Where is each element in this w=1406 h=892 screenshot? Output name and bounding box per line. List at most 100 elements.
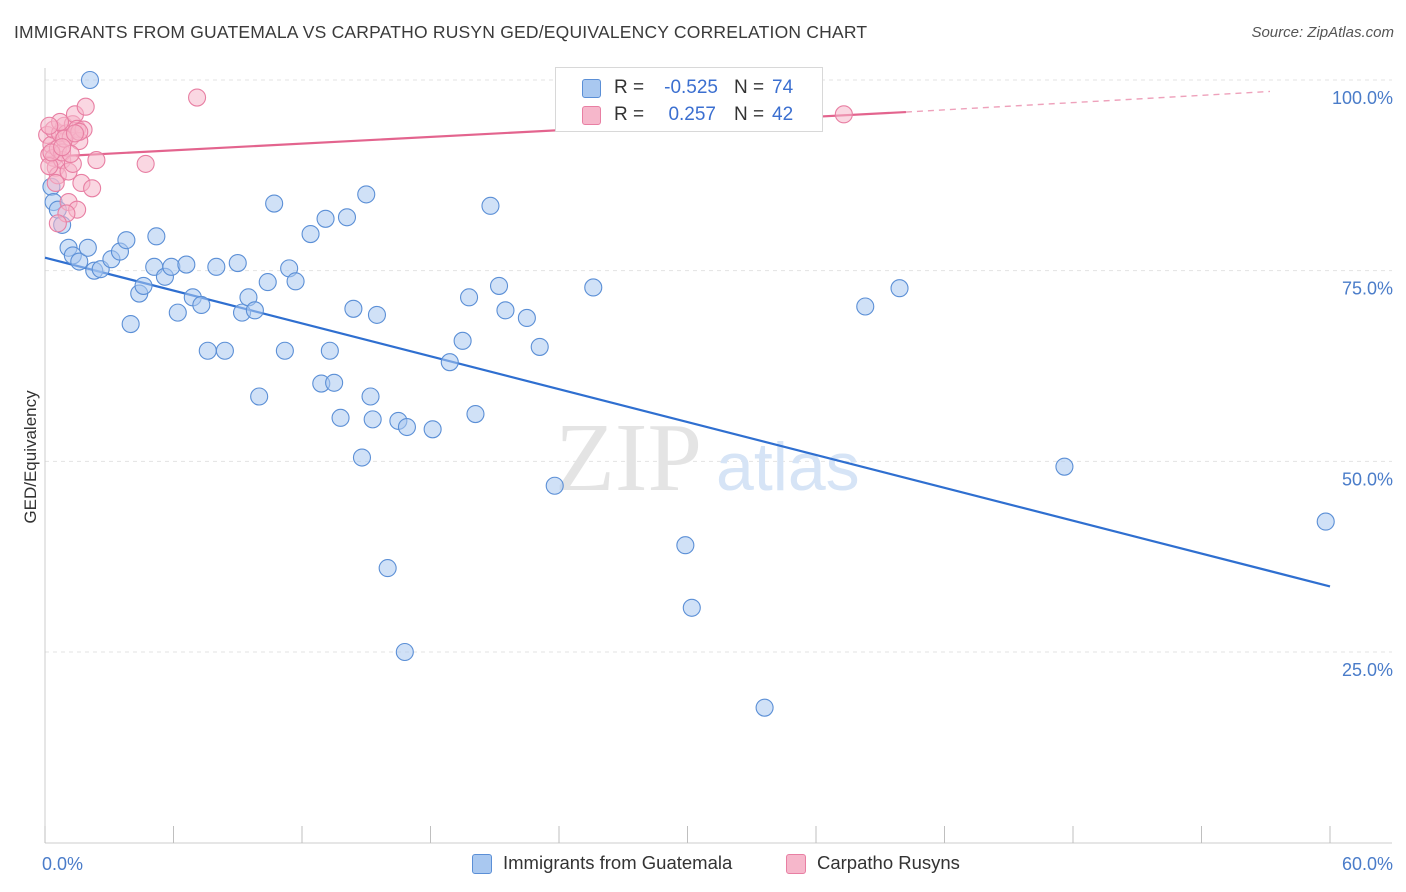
point-guatemala — [117, 231, 136, 250]
point-guatemala — [192, 295, 211, 315]
point-guatemala — [258, 273, 277, 292]
point-guatemala — [80, 70, 100, 90]
point-guatemala — [70, 252, 89, 271]
point-guatemala — [337, 208, 357, 227]
axis-ticks: 25.0% 50.0% 75.0% 100.0% 0.0% 60.0% — [42, 88, 1393, 874]
point-carpatho — [65, 124, 85, 143]
y-tick-label: 50.0% — [1342, 469, 1393, 489]
point-guatemala — [755, 698, 774, 717]
point-guatemala — [325, 373, 344, 392]
point-guatemala — [517, 308, 536, 328]
point-guatemala — [361, 387, 380, 406]
watermark-atlas: atlas — [716, 429, 860, 505]
legend-swatch-guatemala — [472, 854, 492, 874]
legend-row-carpatho: R = 0.257 N = 42 — [556, 101, 822, 129]
point-guatemala — [162, 257, 181, 276]
chart-title: IMMIGRANTS FROM GUATEMALA VS CARPATHO RU… — [14, 22, 868, 42]
point-guatemala — [530, 337, 549, 356]
y-tick-label: 100.0% — [1332, 88, 1393, 108]
legend-swatch-blue — [582, 79, 601, 98]
point-guatemala — [496, 301, 515, 320]
point-guatemala — [78, 238, 97, 257]
y-tick-label: 75.0% — [1342, 279, 1393, 299]
point-guatemala — [378, 559, 397, 578]
legend-n-value: 42 — [772, 104, 794, 125]
grid-lines — [45, 79, 1392, 653]
point-carpatho — [136, 154, 155, 173]
point-guatemala — [682, 598, 701, 617]
trend-lines — [44, 90, 1331, 588]
legend-row-guatemala: R = -0.525 N = 74 — [556, 74, 822, 102]
point-guatemala — [286, 272, 305, 291]
point-guatemala — [168, 303, 187, 322]
point-guatemala — [440, 353, 459, 372]
point-guatemala — [245, 301, 264, 320]
point-carpatho — [40, 116, 59, 135]
point-guatemala — [147, 227, 166, 246]
point-carpatho — [87, 151, 106, 170]
point-guatemala — [301, 225, 320, 244]
point-guatemala — [352, 448, 372, 467]
point-carpatho — [46, 173, 65, 193]
legend-r-value: 0.257 — [668, 104, 716, 125]
x-tick-label: 60.0% — [1342, 854, 1393, 874]
point-guatemala — [275, 341, 294, 360]
point-carpatho — [48, 214, 67, 233]
point-carpatho — [76, 97, 95, 116]
legend-n-label: N = — [734, 77, 765, 98]
point-guatemala — [890, 279, 909, 298]
point-guatemala — [397, 417, 416, 437]
point-guatemala — [357, 185, 376, 204]
point-guatemala — [856, 297, 875, 316]
point-guatemala — [584, 278, 603, 297]
legend-r-value: -0.525 — [664, 77, 718, 98]
point-guatemala — [265, 194, 284, 213]
point-guatemala — [363, 410, 382, 429]
point-guatemala — [367, 305, 387, 324]
point-guatemala — [344, 299, 363, 318]
legend-n-value: 74 — [772, 77, 794, 98]
point-guatemala — [545, 476, 564, 495]
point-guatemala — [320, 341, 339, 360]
data-points — [38, 70, 1335, 717]
y-tick-label: 25.0% — [1342, 660, 1393, 680]
point-guatemala — [466, 404, 485, 424]
point-guatemala — [459, 288, 479, 307]
stats-legend: R = -0.525 N = 74 R = 0.257 N = 42 — [555, 67, 823, 132]
point-guatemala — [121, 315, 140, 334]
point-guatemala — [215, 341, 234, 360]
point-guatemala — [134, 276, 153, 295]
point-guatemala — [316, 209, 335, 228]
point-guatemala — [489, 276, 509, 295]
point-guatemala — [423, 420, 442, 439]
point-guatemala — [1316, 512, 1335, 531]
point-guatemala — [331, 408, 350, 427]
point-carpatho — [83, 179, 102, 198]
point-guatemala — [1055, 457, 1074, 476]
chart-source: Source: ZipAtlas.com — [1251, 24, 1394, 41]
trend-line-carpatho-extension — [905, 90, 1271, 113]
point-guatemala — [395, 642, 414, 662]
point-guatemala — [250, 387, 269, 406]
x-tick-label: 0.0% — [42, 854, 83, 874]
point-guatemala — [481, 196, 500, 215]
legend-n-label: N = — [734, 104, 765, 125]
legend-swatch-carpatho — [786, 854, 806, 874]
legend-r-label: R = — [614, 104, 645, 125]
legend-r-label: R = — [614, 77, 645, 98]
axes — [44, 68, 1392, 844]
watermark-zip: ZIP — [555, 404, 702, 512]
y-axis-label: GED/Equivalency — [21, 390, 40, 524]
point-guatemala — [676, 536, 695, 555]
point-guatemala — [207, 257, 226, 276]
legend-label-carpatho: Carpatho Rusyns — [817, 852, 960, 873]
point-carpatho — [834, 105, 853, 124]
point-carpatho — [188, 88, 207, 107]
point-guatemala — [198, 341, 217, 360]
legend-swatch-pink — [582, 106, 601, 125]
series-legend: Immigrants from Guatemala Carpatho Rusyn… — [0, 852, 1406, 880]
legend-label-guatemala: Immigrants from Guatemala — [503, 852, 733, 873]
point-guatemala — [177, 255, 196, 274]
point-carpatho — [53, 138, 72, 157]
